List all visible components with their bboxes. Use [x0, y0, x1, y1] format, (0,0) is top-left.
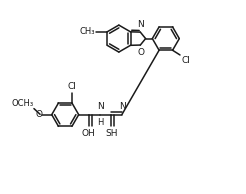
Text: N: N: [137, 20, 144, 29]
Text: N: N: [97, 102, 104, 111]
Text: OCH₃: OCH₃: [11, 99, 33, 108]
Text: N: N: [119, 102, 125, 111]
Text: H: H: [97, 118, 104, 127]
Text: Cl: Cl: [182, 56, 190, 65]
Text: SH: SH: [105, 129, 118, 138]
Text: O: O: [138, 48, 144, 57]
Text: OH: OH: [82, 129, 96, 138]
Text: CH₃: CH₃: [79, 27, 95, 36]
Text: Cl: Cl: [67, 82, 77, 91]
Text: O: O: [35, 110, 42, 119]
